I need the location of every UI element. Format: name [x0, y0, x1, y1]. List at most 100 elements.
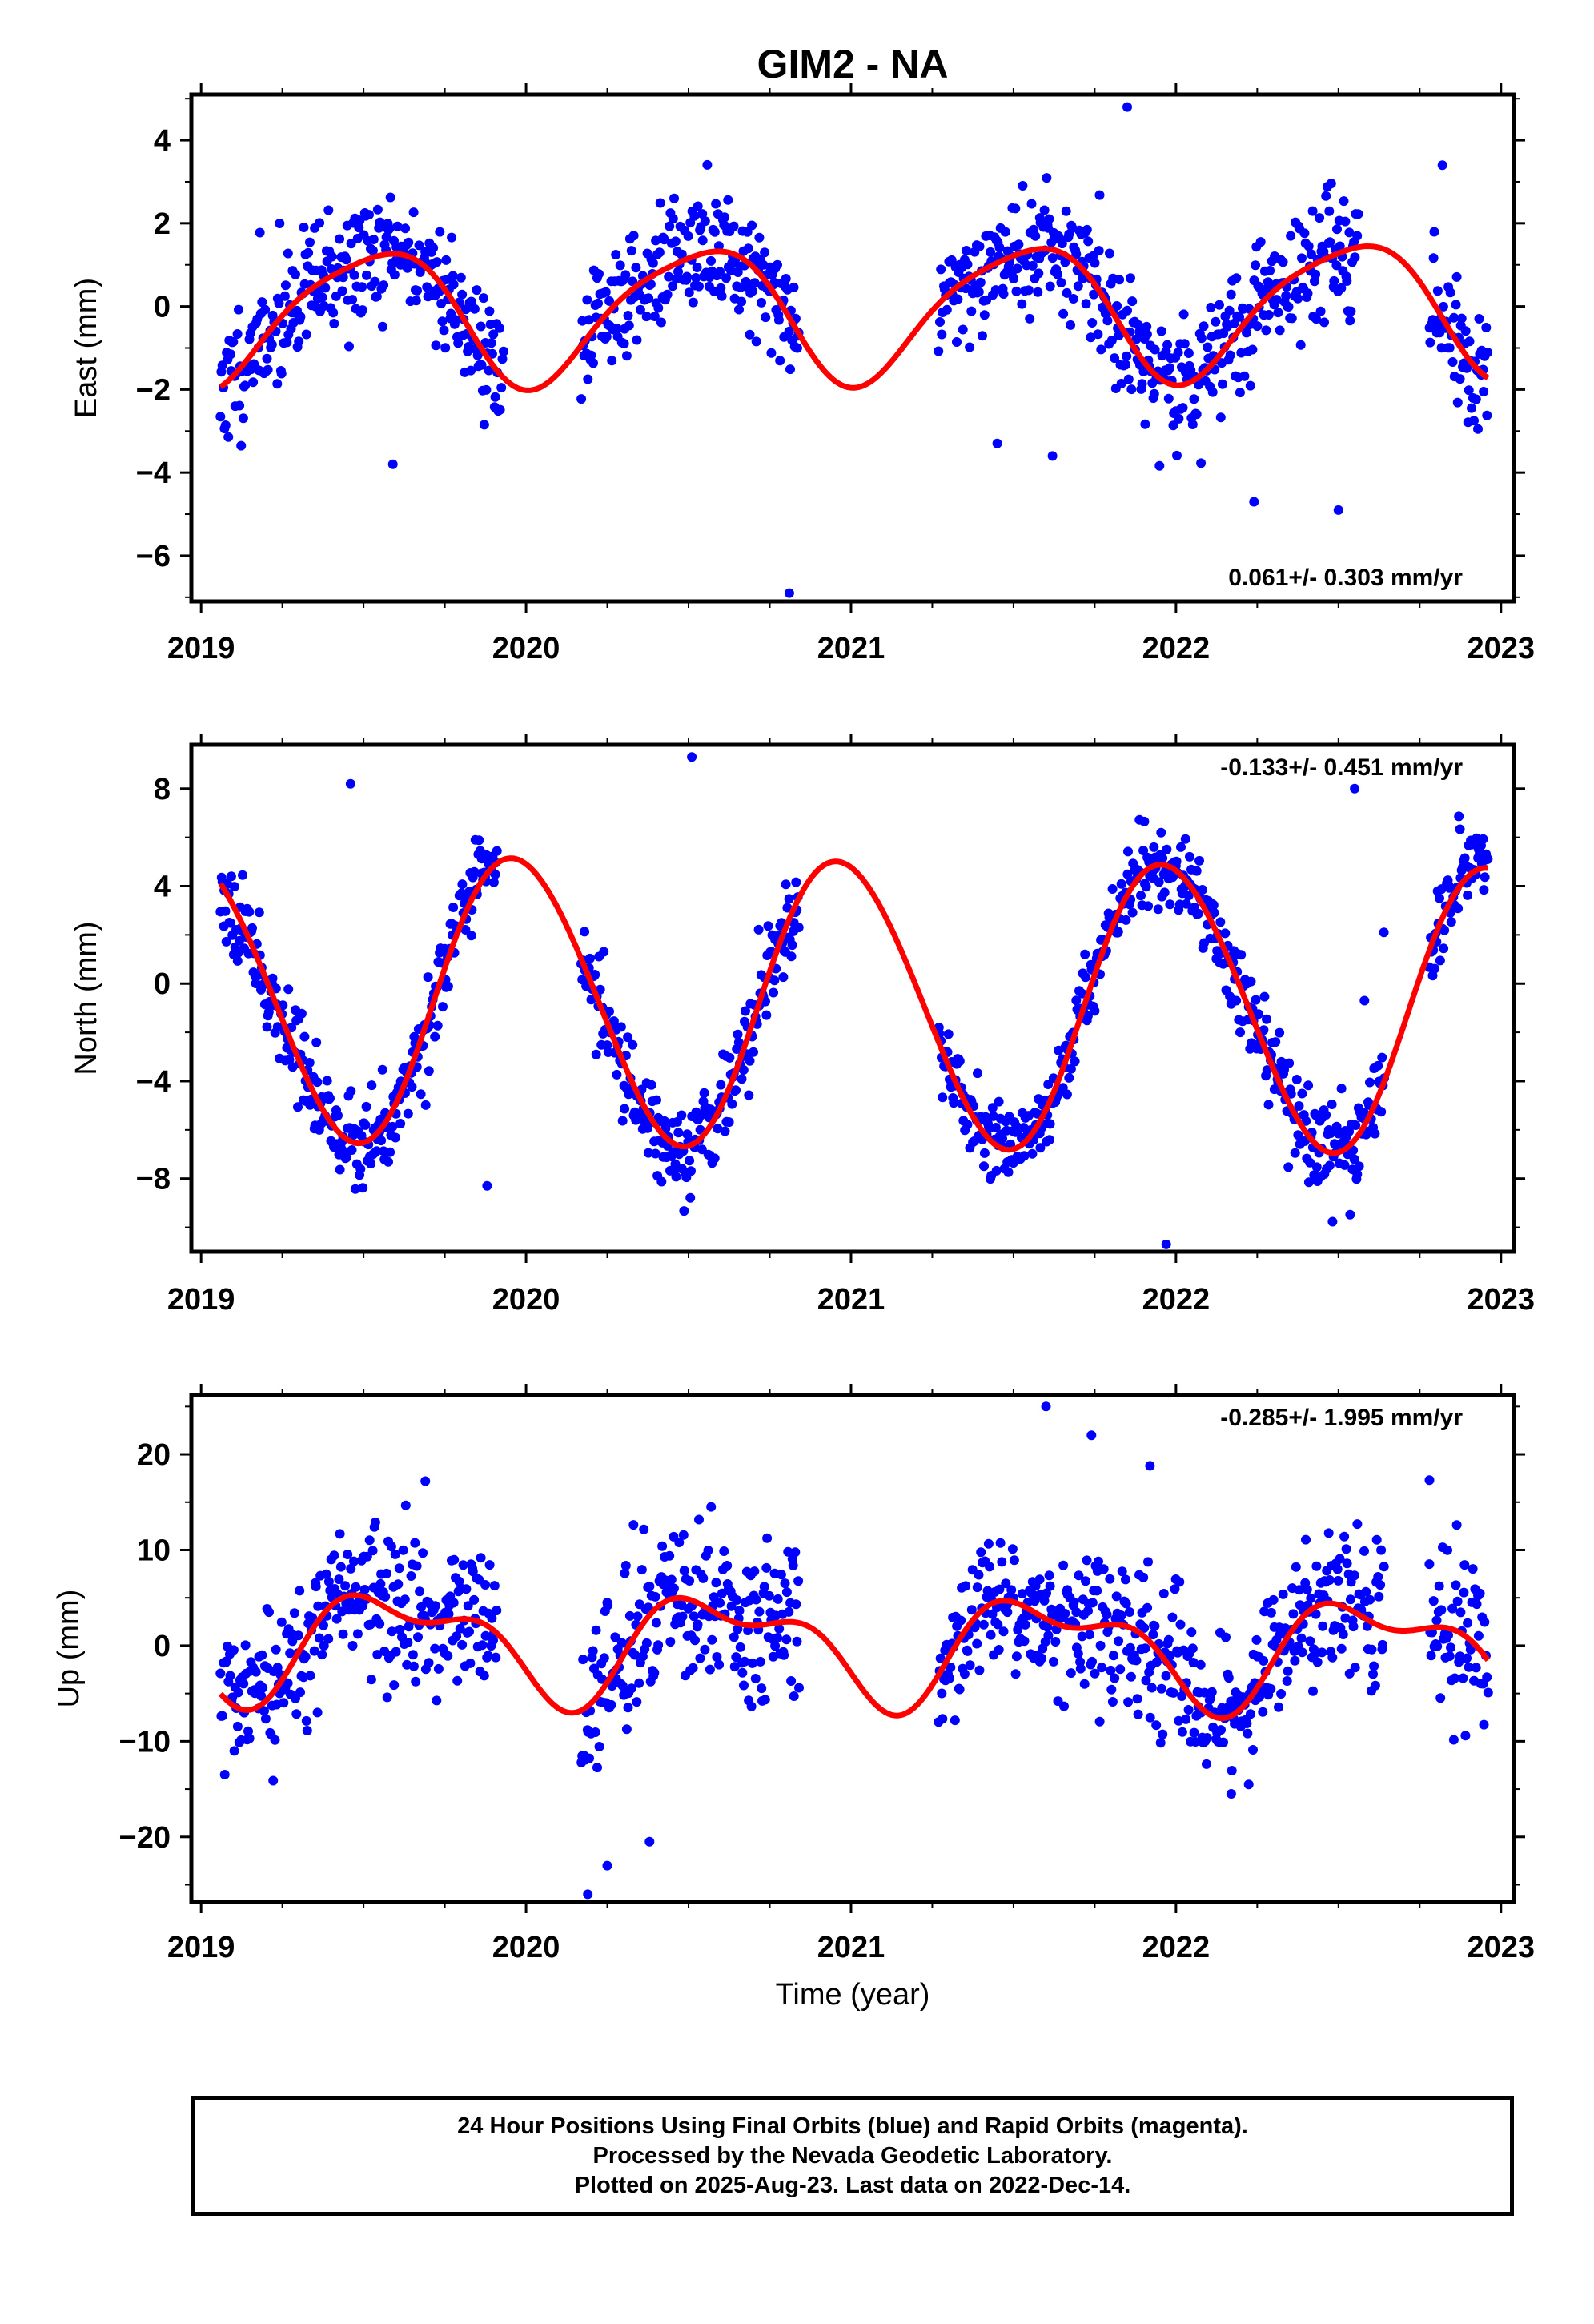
up-data-point — [1039, 1595, 1050, 1606]
north-data-point — [325, 1093, 335, 1104]
north-data-point — [1379, 927, 1389, 938]
north-data-point — [1035, 1143, 1046, 1153]
east-data-point — [385, 192, 395, 203]
east-data-point — [1012, 263, 1022, 274]
north-data-point — [1483, 854, 1493, 864]
north-data-point — [1185, 851, 1194, 862]
up-data-point — [1221, 1632, 1231, 1642]
north-data-point — [685, 1192, 696, 1203]
up-data-point — [1069, 1597, 1079, 1607]
north-data-point — [1365, 1077, 1375, 1088]
east-data-point — [612, 324, 622, 333]
up-data-point — [1359, 1546, 1369, 1556]
up-data-point — [476, 1553, 486, 1563]
east-data-point — [1126, 273, 1135, 283]
north-data-point — [991, 1165, 1002, 1176]
north-data-point — [1183, 891, 1194, 901]
up-data-point — [461, 1584, 472, 1594]
east-data-point — [422, 282, 432, 292]
east-data-point — [962, 246, 972, 255]
up-y-tick-label: −20 — [119, 1821, 171, 1855]
up-data-point — [1066, 1668, 1076, 1679]
east-data-point — [1066, 320, 1076, 330]
up-data-point — [1186, 1627, 1197, 1638]
north-panel: 2019 2020 2021 2022 2023 8 4 0 −4 −8 North (mm) -0.… — [70, 734, 1535, 1317]
north-data-point — [1439, 925, 1450, 935]
north-data-point — [1271, 1037, 1281, 1047]
north-data-point — [358, 1183, 368, 1193]
east-data-point — [402, 263, 412, 273]
east-data-point — [487, 348, 497, 359]
up-data-point — [1327, 1652, 1338, 1663]
east-data-point — [773, 259, 782, 270]
up-data-point — [1059, 1701, 1069, 1711]
north-data-point — [753, 924, 764, 935]
up-data-point — [1111, 1591, 1122, 1602]
up-data-point — [408, 1661, 419, 1671]
east-data-point — [1353, 209, 1363, 219]
up-data-point — [762, 1533, 773, 1543]
east-data-point — [668, 281, 678, 292]
east-data-point — [1333, 505, 1343, 515]
up-data-point — [1371, 1534, 1382, 1545]
east-data-point — [481, 384, 492, 395]
east-data-point — [986, 247, 996, 257]
up-data-point — [319, 1641, 329, 1651]
east-data-point — [240, 380, 251, 391]
east-data-point — [998, 289, 1009, 299]
up-data-point — [650, 1591, 660, 1602]
north-data-point — [371, 1146, 382, 1156]
up-data-point — [458, 1560, 468, 1570]
up-data-point — [1010, 1669, 1021, 1679]
north-data-point — [671, 1172, 681, 1182]
up-data-point — [289, 1608, 299, 1618]
up-data-point — [1110, 1673, 1120, 1683]
east-data-point — [387, 459, 398, 469]
up-data-point — [449, 1554, 460, 1565]
up-data-point — [1323, 1528, 1334, 1538]
east-data-point — [457, 289, 468, 300]
east-data-point — [691, 273, 701, 283]
east-data-point — [466, 365, 476, 376]
east-rate-label: 0.061+/- 0.303 mm/yr — [1228, 565, 1463, 591]
north-data-point — [1044, 1135, 1054, 1145]
north-data-point — [1191, 866, 1202, 876]
up-data-point — [665, 1550, 675, 1561]
east-data-point — [785, 364, 795, 375]
up-data-point — [1084, 1630, 1094, 1640]
up-data-point — [1190, 1737, 1201, 1747]
east-data-point — [1263, 310, 1274, 320]
north-data-point — [1215, 917, 1226, 927]
up-data-point — [746, 1701, 757, 1711]
east-data-point — [966, 306, 977, 316]
up-data-point — [420, 1476, 431, 1486]
up-data-point — [1480, 1617, 1490, 1627]
up-data-point — [773, 1594, 783, 1604]
up-data-point — [1148, 1630, 1158, 1640]
up-data-point — [276, 1617, 287, 1627]
east-data-point — [453, 338, 464, 348]
east-data-point — [1142, 329, 1152, 340]
east-data-point — [962, 259, 973, 270]
up-data-point — [603, 1600, 613, 1610]
up-data-point — [1090, 1668, 1100, 1679]
up-data-point — [1020, 1619, 1030, 1630]
up-data-point — [954, 1684, 965, 1695]
north-data-point — [385, 1147, 395, 1157]
east-data-point — [1315, 306, 1326, 316]
up-data-point — [1227, 1766, 1237, 1775]
up-data-point — [1165, 1651, 1175, 1661]
up-data-point — [1336, 1643, 1347, 1654]
up-data-point — [1175, 1619, 1186, 1630]
up-data-point — [1060, 1608, 1070, 1618]
up-data-point — [774, 1623, 785, 1634]
north-data-point — [1181, 899, 1191, 909]
up-data-point — [1447, 1603, 1458, 1614]
east-points — [215, 102, 1493, 598]
east-data-point — [232, 329, 243, 339]
north-data-point — [1193, 908, 1203, 919]
east-data-point — [653, 303, 664, 313]
north-data-point — [973, 1068, 982, 1079]
up-data-point — [1479, 1719, 1489, 1730]
east-data-point — [1203, 342, 1213, 352]
